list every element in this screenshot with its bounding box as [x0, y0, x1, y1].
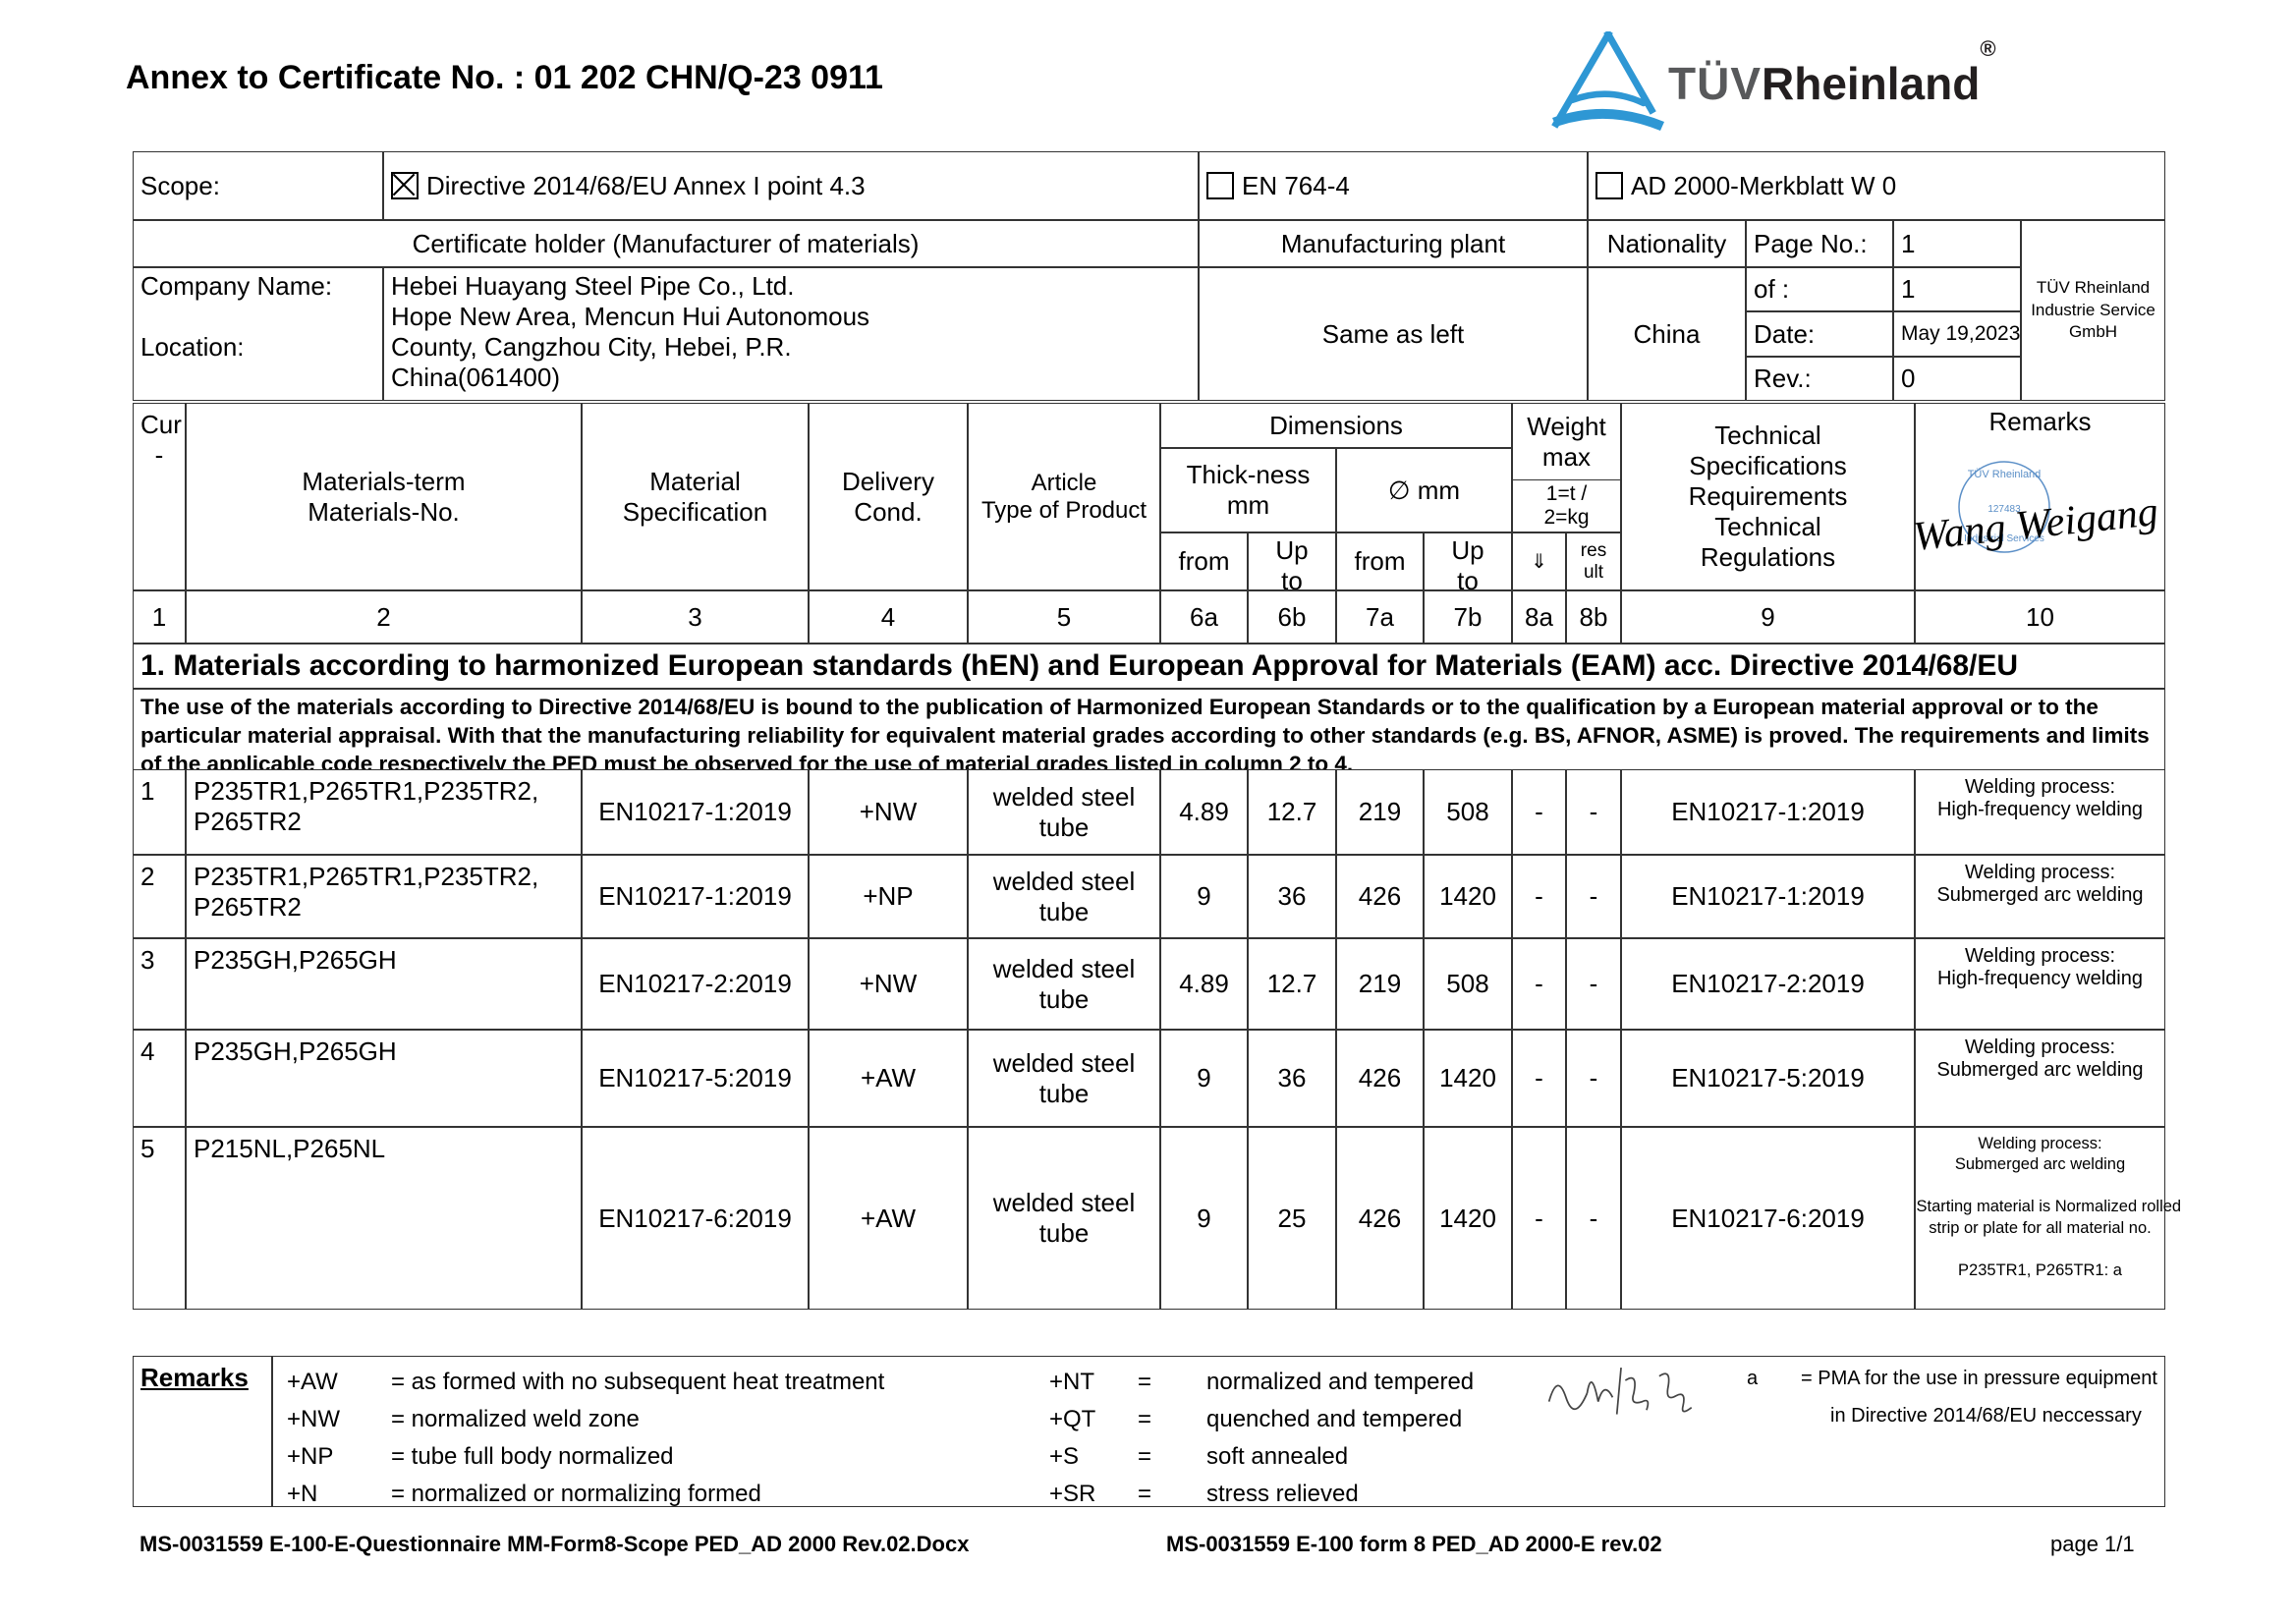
svg-text:TÜV Rheinland: TÜV Rheinland	[1968, 469, 2042, 480]
